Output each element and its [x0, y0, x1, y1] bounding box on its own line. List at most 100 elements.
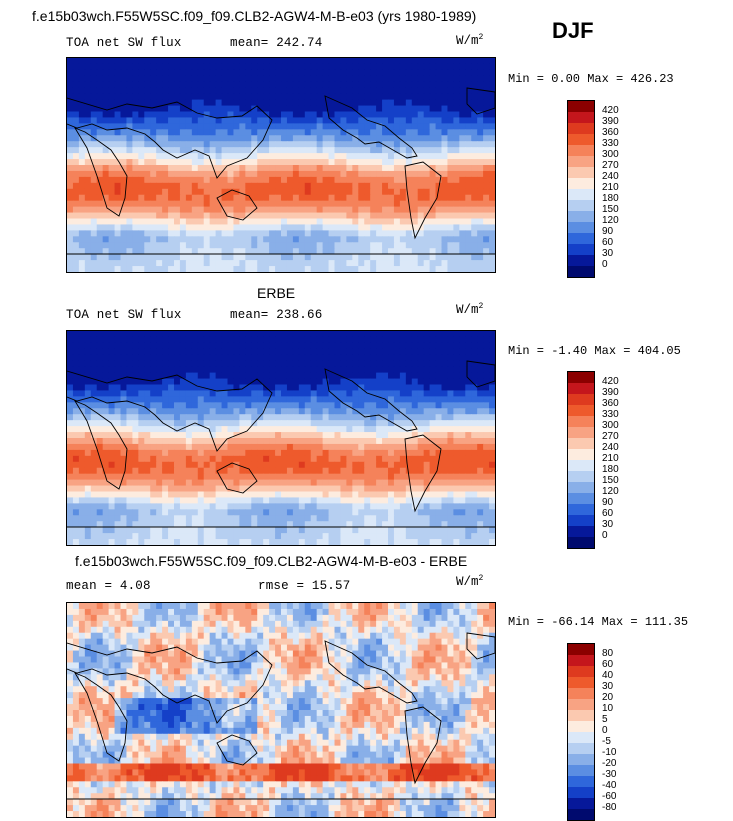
- field-cell: [156, 443, 163, 451]
- field-cell: [399, 194, 407, 202]
- field-cell: [298, 69, 306, 77]
- field-cell: [304, 491, 312, 499]
- field-cell: [328, 123, 336, 130]
- field-cell: [471, 485, 478, 493]
- field-cell: [388, 360, 395, 368]
- field-cell: [185, 75, 193, 83]
- field-cell: [144, 396, 151, 403]
- field-cell: [84, 123, 92, 130]
- field-cell: [67, 236, 74, 243]
- field-cell: [370, 165, 377, 172]
- field-cell: [239, 135, 246, 142]
- field-cell: [138, 461, 145, 469]
- field-cell: [435, 248, 443, 255]
- field-cell: [328, 336, 336, 344]
- field-cell: [286, 254, 294, 261]
- field-cell: [316, 331, 324, 338]
- field-cell: [286, 360, 294, 368]
- field-cell: [382, 69, 389, 77]
- field-cell: [132, 384, 139, 392]
- field-cell: [441, 348, 449, 356]
- field-cell: [221, 87, 229, 95]
- field-cell: [423, 331, 431, 338]
- field-cell: [322, 242, 330, 249]
- field-cell: [376, 135, 383, 142]
- field-cell: [423, 348, 431, 356]
- field-cell: [227, 384, 235, 392]
- field-cell: [84, 455, 92, 463]
- field-cell: [191, 105, 199, 113]
- field-cell: [84, 432, 92, 439]
- field-cell: [370, 135, 377, 142]
- field-cell: [304, 147, 312, 154]
- field-cell: [376, 515, 383, 522]
- field-cell: [138, 426, 145, 433]
- field-cell: [405, 188, 413, 196]
- field-cell: [275, 266, 282, 272]
- field-cell: [90, 396, 98, 403]
- field-cell: [358, 224, 365, 231]
- field-cell: [292, 254, 300, 261]
- field-cell: [174, 236, 181, 243]
- field-cell: [429, 348, 437, 356]
- field-cell: [364, 236, 371, 243]
- field-cell: [156, 438, 163, 445]
- field-cell: [162, 503, 169, 510]
- field-cell: [489, 123, 495, 130]
- field-cell: [477, 396, 484, 403]
- field-cell: [263, 396, 270, 403]
- field-cell: [150, 105, 157, 113]
- field-cell: [227, 503, 235, 510]
- field-cell: [114, 491, 122, 499]
- field-cell: [328, 360, 336, 368]
- field-cell: [364, 230, 371, 237]
- field-cell: [227, 123, 235, 130]
- field-cell: [393, 58, 401, 65]
- field-cell: [221, 200, 229, 208]
- field-cell: [393, 503, 401, 510]
- field-cell: [441, 336, 449, 344]
- field-cell: [78, 479, 86, 487]
- field-cell: [132, 497, 139, 504]
- field-cell: [72, 248, 80, 255]
- field-cell: [108, 348, 116, 356]
- field-cell: [126, 491, 133, 499]
- field-cell: [227, 342, 235, 350]
- field-cell: [209, 402, 217, 409]
- field-cell: [435, 58, 443, 65]
- field-cell: [364, 176, 371, 184]
- field-cell: [334, 443, 342, 451]
- field-cell: [209, 449, 217, 457]
- field-cell: [281, 384, 288, 392]
- field-cell: [334, 402, 342, 409]
- field-cell: [84, 242, 92, 249]
- field-cell: [483, 384, 490, 392]
- field-cell: [138, 467, 145, 475]
- field-cell: [304, 87, 312, 95]
- field-cell: [477, 117, 484, 124]
- field-cell: [126, 497, 133, 504]
- field-cell: [138, 75, 145, 83]
- field-cell: [328, 342, 336, 350]
- field-cell: [251, 443, 258, 451]
- field-cell: [96, 521, 104, 528]
- field-cell: [215, 212, 223, 220]
- field-cell: [334, 99, 342, 107]
- field-cell: [132, 194, 139, 202]
- field-cell: [376, 485, 383, 493]
- field-cell: [435, 372, 443, 380]
- field-cell: [328, 467, 336, 475]
- field-cell: [334, 230, 342, 237]
- field-cell: [126, 81, 133, 89]
- field-cell: [405, 218, 413, 226]
- field-cell: [227, 230, 235, 237]
- field-cell: [364, 200, 371, 208]
- field-cell: [435, 414, 443, 421]
- field-cell: [286, 420, 294, 427]
- field-cell: [78, 248, 86, 255]
- field-cell: [90, 426, 98, 433]
- field-cell: [126, 212, 133, 220]
- field-cell: [114, 147, 122, 154]
- field-cell: [352, 194, 359, 202]
- field-cell: [126, 348, 133, 356]
